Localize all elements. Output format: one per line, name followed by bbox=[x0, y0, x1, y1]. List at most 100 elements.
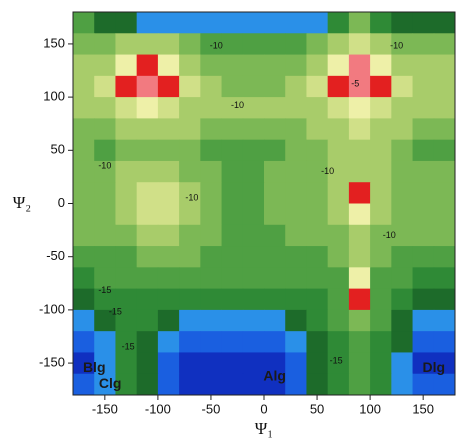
contour-cell bbox=[370, 224, 392, 247]
region-label: Blg bbox=[83, 359, 106, 375]
contour-cell bbox=[94, 309, 116, 332]
contour-cell bbox=[348, 139, 371, 162]
contour-cell bbox=[157, 54, 180, 77]
contour-cell bbox=[412, 309, 435, 332]
contour-cell bbox=[221, 246, 244, 268]
contour-cell bbox=[179, 12, 201, 34]
contour-cell bbox=[136, 160, 159, 183]
contour-cell bbox=[242, 203, 265, 226]
contour-cell bbox=[94, 33, 116, 56]
contour-cell bbox=[94, 12, 116, 34]
contour-cell bbox=[94, 118, 116, 141]
contour-cell bbox=[200, 160, 223, 183]
contour-cell bbox=[136, 331, 159, 353]
contour-cell bbox=[264, 97, 286, 119]
contour-cell bbox=[391, 246, 414, 268]
contour-cell bbox=[412, 352, 435, 375]
contour-cell bbox=[157, 309, 180, 332]
contour-cell bbox=[306, 203, 329, 226]
contour-cell bbox=[348, 12, 371, 34]
contour-cell bbox=[115, 309, 138, 332]
contour-cell bbox=[200, 203, 223, 226]
contour-cell bbox=[264, 12, 286, 34]
contour-cell bbox=[433, 267, 456, 290]
contour-cell bbox=[433, 352, 456, 375]
contour-cell bbox=[179, 139, 201, 162]
contour-cell bbox=[73, 309, 95, 332]
y-tick-label: 0 bbox=[58, 195, 65, 210]
contour-cell bbox=[348, 182, 371, 204]
contour-cell bbox=[391, 267, 414, 290]
contour-cell bbox=[115, 352, 138, 375]
contour-cell bbox=[285, 267, 307, 290]
contour-cell bbox=[221, 75, 244, 98]
contour-cell bbox=[115, 54, 138, 77]
contour-cell bbox=[391, 352, 414, 375]
contour-cell bbox=[306, 288, 329, 311]
contour-cell bbox=[285, 246, 307, 268]
contour-cell bbox=[306, 309, 329, 332]
contour-cell bbox=[200, 309, 223, 332]
x-tick-label: 100 bbox=[359, 401, 381, 416]
contour-cell bbox=[115, 224, 138, 247]
contour-cell bbox=[136, 75, 159, 98]
contour-cell bbox=[433, 331, 456, 353]
contour-cell bbox=[412, 54, 435, 77]
contour-cell bbox=[73, 373, 95, 396]
contour-cell bbox=[73, 203, 95, 226]
contour-cell bbox=[157, 288, 180, 311]
y-tick-label: -100 bbox=[39, 301, 65, 316]
contour-cell bbox=[264, 288, 286, 311]
contour-cell bbox=[200, 54, 223, 77]
contour-cell bbox=[221, 160, 244, 183]
contour-label: -10 bbox=[390, 40, 403, 50]
contour-cell bbox=[221, 203, 244, 226]
contour-cell bbox=[94, 54, 116, 77]
contour-cell bbox=[391, 118, 414, 141]
contour-cell bbox=[264, 54, 286, 77]
y-tick-label: 100 bbox=[43, 89, 65, 104]
contour-cell bbox=[433, 139, 456, 162]
contour-cell bbox=[242, 224, 265, 247]
contour-cell bbox=[157, 75, 180, 98]
contour-cell bbox=[348, 246, 371, 268]
contour-cell bbox=[348, 203, 371, 226]
contour-cell bbox=[242, 246, 265, 268]
contour-cell bbox=[179, 373, 201, 396]
contour-cell bbox=[221, 54, 244, 77]
contour-cell bbox=[94, 139, 116, 162]
contour-cell bbox=[412, 246, 435, 268]
contour-cell bbox=[306, 246, 329, 268]
contour-cell bbox=[348, 373, 371, 396]
contour-cell bbox=[157, 331, 180, 353]
contour-cell bbox=[264, 33, 286, 56]
contour-cell bbox=[136, 224, 159, 247]
contour-cell bbox=[327, 160, 350, 183]
contour-cell bbox=[200, 75, 223, 98]
contour-cell bbox=[179, 203, 201, 226]
region-label: Clg bbox=[99, 375, 122, 391]
contour-cell bbox=[264, 309, 286, 332]
contour-cell bbox=[264, 160, 286, 183]
x-tick-label: 0 bbox=[260, 401, 267, 416]
contour-cell bbox=[264, 139, 286, 162]
contour-cell bbox=[94, 97, 116, 119]
contour-cell bbox=[136, 267, 159, 290]
contour-cell bbox=[73, 160, 95, 183]
contour-cell bbox=[348, 97, 371, 119]
contour-cell bbox=[73, 12, 95, 34]
contour-cell bbox=[370, 373, 392, 396]
contour-cell bbox=[412, 75, 435, 98]
contour-cell bbox=[157, 182, 180, 204]
contour-cell bbox=[73, 118, 95, 141]
contour-cell bbox=[73, 352, 95, 375]
contour-cell bbox=[179, 97, 201, 119]
contour-cell bbox=[136, 352, 159, 375]
contour-cell bbox=[370, 288, 392, 311]
contour-cell bbox=[285, 75, 307, 98]
contour-cell bbox=[285, 12, 307, 34]
contour-cell bbox=[221, 118, 244, 141]
region-label: Dlg bbox=[422, 359, 445, 375]
contour-cell bbox=[242, 33, 265, 56]
